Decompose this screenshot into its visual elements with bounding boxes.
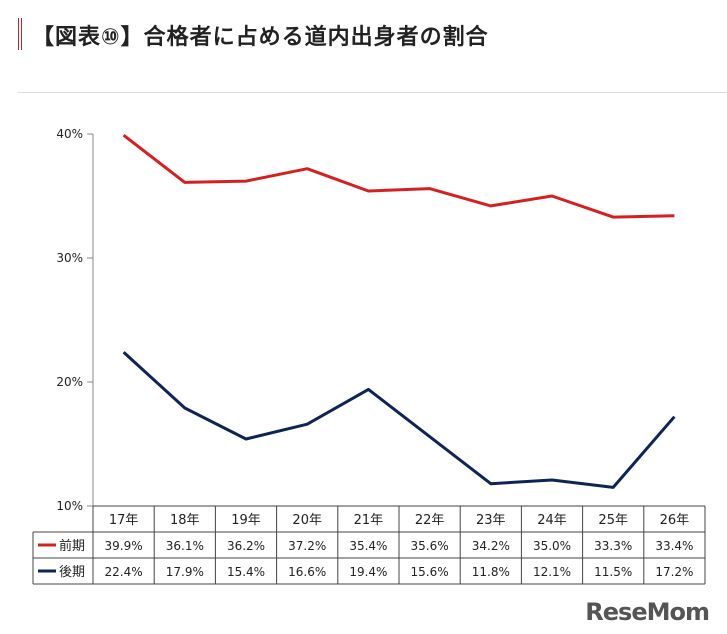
data-label: 33.3% (594, 539, 632, 553)
data-label: 35.0% (533, 539, 571, 553)
title-accent-bar (18, 18, 24, 50)
y-tick-label: 30% (56, 251, 83, 265)
x-category-label: 25年 (598, 513, 628, 528)
series-line-kouki (122, 351, 676, 489)
page-title: 【図表⑩】合格者に占める道内出身者の割合 (32, 25, 489, 50)
data-label: 16.6% (288, 565, 326, 579)
data-label: 35.4% (349, 539, 387, 553)
x-category-label: 17年 (109, 513, 139, 528)
series-line-zenki (122, 134, 675, 219)
data-label: 11.5% (594, 565, 632, 579)
data-label: 39.9% (105, 539, 143, 553)
data-label: 34.2% (472, 539, 510, 553)
x-category-label: 18年 (170, 513, 200, 528)
data-label: 19.4% (349, 565, 387, 579)
data-label: 15.6% (411, 565, 449, 579)
x-category-label: 21年 (354, 513, 384, 528)
title-divider (18, 92, 727, 93)
x-category-label: 24年 (537, 513, 567, 528)
data-label: 17.9% (166, 565, 204, 579)
x-category-label: 26年 (660, 513, 690, 528)
data-label: 33.4% (655, 539, 693, 553)
data-label: 17.2% (655, 565, 693, 579)
data-label: 36.2% (227, 539, 265, 553)
data-label: 37.2% (288, 539, 326, 553)
data-label: 22.4% (105, 565, 143, 579)
x-category-label: 22年 (415, 513, 445, 528)
y-tick-label: 20% (56, 375, 83, 389)
data-label: 36.1% (166, 539, 204, 553)
data-label: 35.6% (411, 539, 449, 553)
x-category-label: 23年 (476, 513, 506, 528)
x-category-label: 20年 (292, 513, 322, 528)
resemom-logo: ReseMom (585, 598, 710, 626)
data-label: 15.4% (227, 565, 265, 579)
x-category-label: 19年 (231, 513, 261, 528)
data-label: 11.8% (472, 565, 510, 579)
legend-label: 前期 (59, 538, 85, 554)
y-tick-label: 10% (56, 499, 83, 513)
y-tick-label: 40% (56, 127, 83, 141)
legend-label: 後期 (59, 565, 85, 580)
data-label: 12.1% (533, 565, 571, 579)
